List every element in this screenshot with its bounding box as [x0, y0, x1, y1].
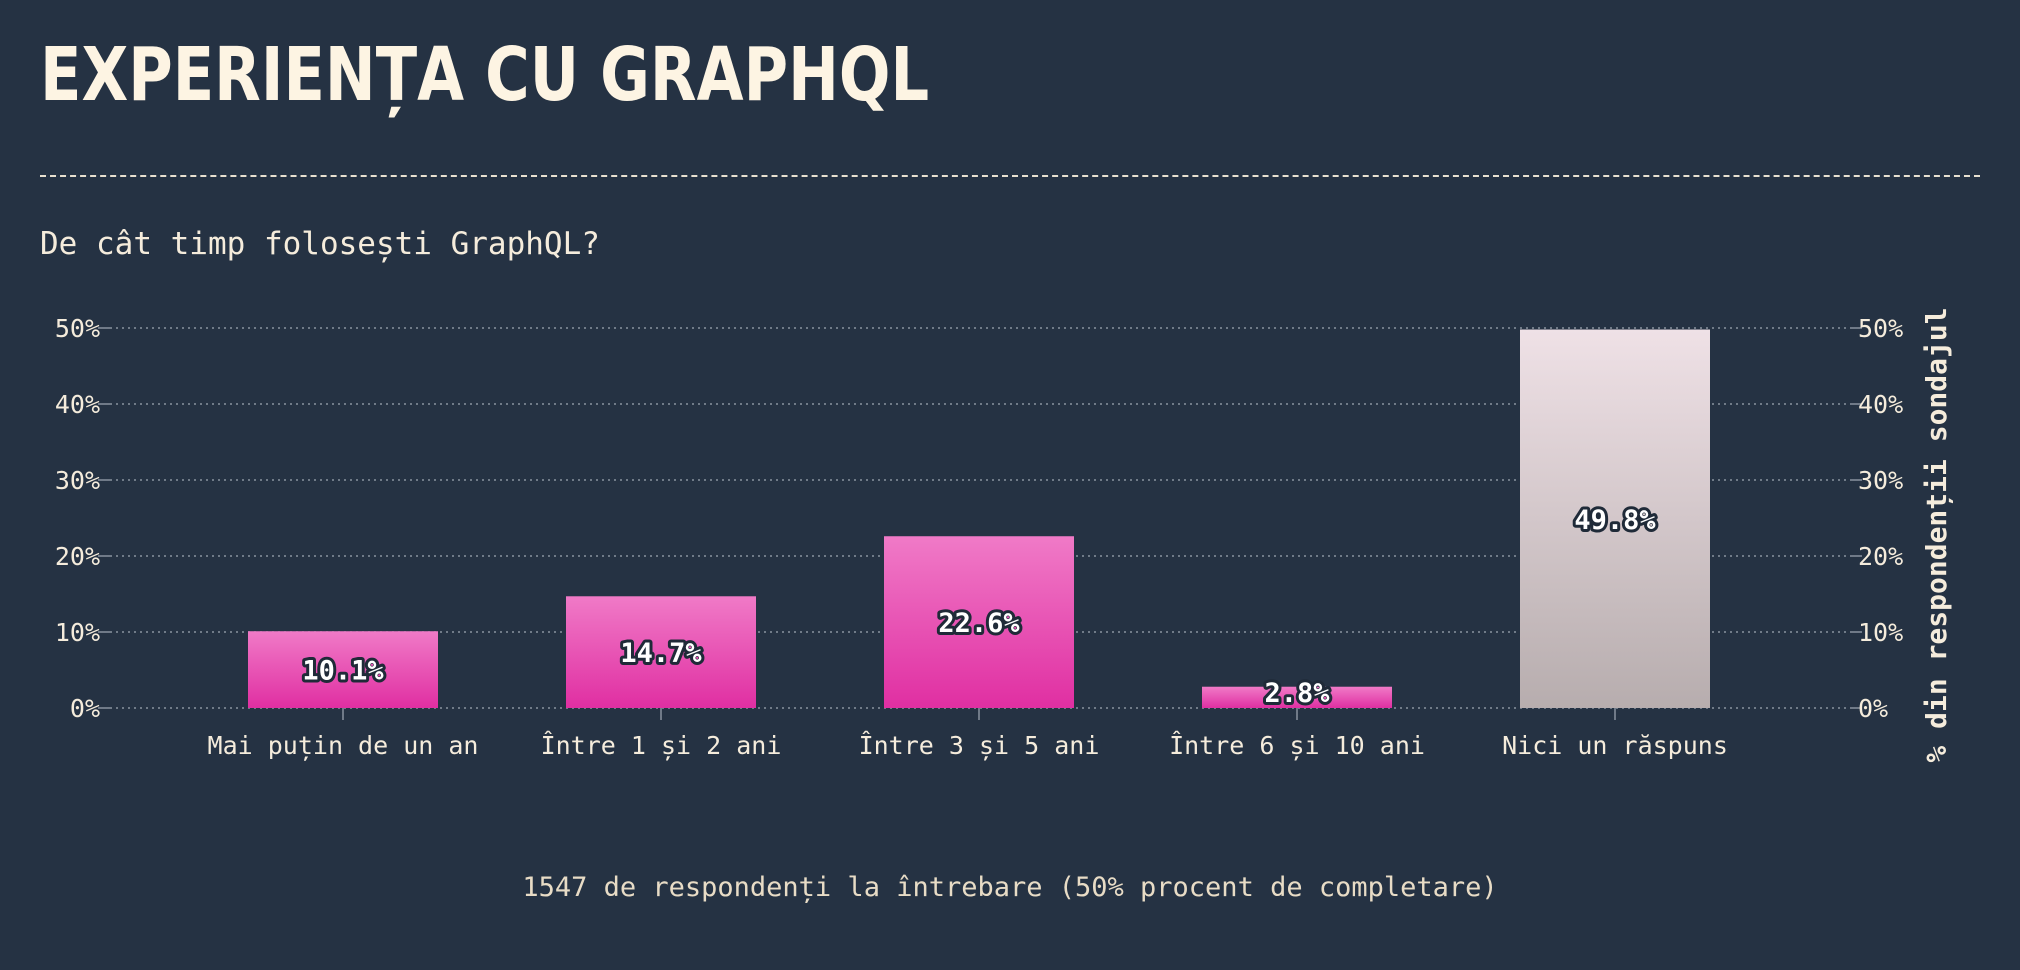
respondent-count: 1547 de respondenți la întrebare (50% pr… — [522, 872, 1498, 903]
bar — [248, 631, 438, 708]
data-label: 49.8% — [1574, 505, 1656, 536]
bar-chart: 10.1% 14.7% 22.6% 2.8% 49.8% 0% 0% 10% 10% 20% 20… — [55, 307, 1953, 762]
y-tick-label-left: 40% — [55, 390, 100, 419]
bar — [566, 596, 756, 708]
y-axis-label: % din respondenții sondajul — [1920, 307, 1953, 762]
data-label: 22.6% — [938, 608, 1020, 639]
x-tick-label: Mai puțin de un an — [208, 731, 479, 761]
x-tick-label: Între 3 și 5 ani — [859, 731, 1100, 761]
question-text: De cât timp folosești GraphQL? — [40, 226, 600, 262]
y-tick-label-right: 0% — [1858, 694, 1888, 723]
y-tick-label-left: 0% — [70, 694, 100, 723]
bar — [1202, 686, 1392, 708]
y-tick-label-left: 10% — [55, 618, 100, 647]
y-tick-label-right: 40% — [1858, 390, 1903, 419]
y-tick-label-left: 50% — [55, 314, 100, 343]
y-tick-label-right: 50% — [1858, 314, 1903, 343]
y-tick-label-right: 30% — [1858, 466, 1903, 495]
x-tick-label: Între 6 și 10 ani — [1169, 731, 1425, 761]
x-tick-label: Între 1 și 2 ani — [541, 731, 782, 761]
data-label: 14.7% — [620, 638, 702, 669]
y-tick-label-right: 20% — [1858, 542, 1903, 571]
data-label: 10.1% — [302, 656, 384, 687]
x-tick-label: Nici un răspuns — [1502, 731, 1728, 760]
page-title: EXPERIENȚA CU GRAPHQL — [40, 32, 930, 118]
data-label: 2.8% — [1264, 678, 1330, 709]
bar — [1520, 329, 1710, 708]
y-tick-label-left: 20% — [55, 542, 100, 571]
bar — [884, 536, 1074, 708]
y-tick-label-right: 10% — [1858, 618, 1903, 647]
y-tick-label-left: 30% — [55, 466, 100, 495]
title-divider — [40, 175, 1980, 177]
